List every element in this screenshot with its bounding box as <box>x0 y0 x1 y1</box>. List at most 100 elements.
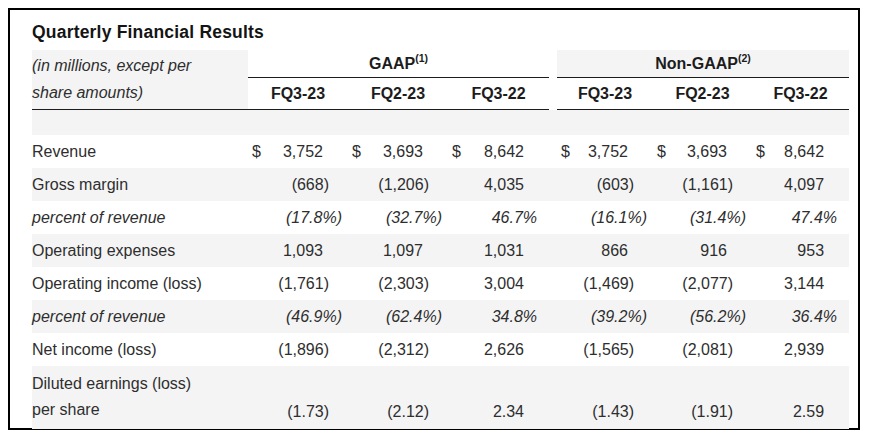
column-gap-cell <box>549 201 557 234</box>
value-cell: (32.7%) <box>348 201 448 234</box>
value-cell: (2.12) <box>348 366 448 429</box>
col-header-nongaap-fq3-22: FQ3-22 <box>752 78 849 110</box>
table-row-diluted-eps: Diluted earnings (loss) per share (1.73)… <box>32 366 849 429</box>
spacer-cell <box>32 110 248 135</box>
non-gaap-group-header: Non-GAAP(2) <box>557 50 849 78</box>
value-cell: 3,004 <box>448 267 549 300</box>
row-label: Net income (loss) <box>32 333 248 366</box>
value-cell: (46.9%) <box>248 300 348 333</box>
column-gap <box>549 78 557 110</box>
value-cell: 916 <box>653 234 752 267</box>
column-gap-cell <box>549 267 557 300</box>
financial-results-table: (in millions, except per share amounts) … <box>32 50 849 429</box>
value-cell: (603) <box>557 168 653 201</box>
dollar-sign: $ <box>348 143 361 161</box>
row-label: percent of revenue <box>32 201 248 234</box>
row-label-line1: Diluted earnings (loss) <box>32 371 248 397</box>
group-header-row: (in millions, except per share amounts) … <box>32 50 849 78</box>
table-frame: Quarterly Financial Results (in millions… <box>8 8 860 430</box>
value-cell: $3,752 <box>248 135 348 168</box>
col-header-gaap-fq3-22: FQ3-22 <box>448 78 549 110</box>
row-label: Operating expenses <box>32 234 248 267</box>
col-header-nongaap-fq3-23: FQ3-23 <box>557 78 653 110</box>
dollar-sign: $ <box>752 143 765 161</box>
value-cell: (1,469) <box>557 267 653 300</box>
column-gap-cell <box>549 333 557 366</box>
spacer-cell <box>549 110 557 135</box>
report-title: Quarterly Financial Results <box>32 19 858 45</box>
table-row-revenue: Revenue $3,752 $3,693 $8,642 $3,752 $3,6… <box>32 135 849 168</box>
row-label: percent of revenue <box>32 300 248 333</box>
value-cell: 2,939 <box>752 333 849 366</box>
value-cell: 1,031 <box>448 234 549 267</box>
value-cell: (17.8%) <box>248 201 348 234</box>
col-header-gaap-fq2-23: FQ2-23 <box>348 78 448 110</box>
non-gaap-label: Non-GAAP <box>655 56 738 73</box>
value-cell: (1,565) <box>557 333 653 366</box>
spacer-cell <box>653 110 752 135</box>
unit-note-line1: (in millions, except per <box>32 52 248 79</box>
row-label-line2: per share <box>32 397 248 423</box>
row-label: Revenue <box>32 135 248 168</box>
gaap-group-header: GAAP(1) <box>248 50 549 78</box>
col-header-gaap-fq3-23: FQ3-23 <box>248 78 348 110</box>
table-row-percent-of-revenue-operating: percent of revenue (46.9%) (62.4%) 34.8%… <box>32 300 849 333</box>
table-row-percent-of-revenue-gross: percent of revenue (17.8%) (32.7%) 46.7%… <box>32 201 849 234</box>
value-cell: (668) <box>248 168 348 201</box>
value-cell: (62.4%) <box>348 300 448 333</box>
unit-note-line2: share amounts) <box>32 79 248 106</box>
value-cell: (2,077) <box>653 267 752 300</box>
value-cell: (1,161) <box>653 168 752 201</box>
unit-note: (in millions, except per share amounts) <box>32 50 248 110</box>
value-cell: $3,752 <box>557 135 653 168</box>
screenshot-root: Quarterly Financial Results (in millions… <box>0 0 870 442</box>
value-cell: (1.43) <box>557 366 653 429</box>
col-header-nongaap-fq2-23: FQ2-23 <box>653 78 752 110</box>
value-cell: 953 <box>752 234 849 267</box>
gaap-label: GAAP <box>369 56 415 73</box>
group-gap <box>549 50 557 78</box>
value-cell: 34.8% <box>448 300 549 333</box>
table-row-gross-margin: Gross margin (668) (1,206) 4,035 (603) (… <box>32 168 849 201</box>
table-row-operating-income: Operating income (loss) (1,761) (2,303) … <box>32 267 849 300</box>
value-cell: 4,035 <box>448 168 549 201</box>
column-gap-cell <box>549 300 557 333</box>
value-cell: (39.2%) <box>557 300 653 333</box>
spacer-cell <box>448 110 549 135</box>
value-cell: 866 <box>557 234 653 267</box>
value-cell: 2.34 <box>448 366 549 429</box>
row-label: Diluted earnings (loss) per share <box>32 366 248 429</box>
value-cell: 47.4% <box>752 201 849 234</box>
value-cell: (2,303) <box>348 267 448 300</box>
spacer-cell <box>248 110 348 135</box>
value-cell: (2,081) <box>653 333 752 366</box>
table-row-operating-expenses: Operating expenses 1,093 1,097 1,031 866… <box>32 234 849 267</box>
column-gap-cell <box>549 366 557 429</box>
value-cell: 1,097 <box>348 234 448 267</box>
dollar-sign: $ <box>248 143 261 161</box>
value-cell: 46.7% <box>448 201 549 234</box>
spacer-row <box>32 110 849 135</box>
value-cell: (1,761) <box>248 267 348 300</box>
value-cell: 1,093 <box>248 234 348 267</box>
value-cell: (1,896) <box>248 333 348 366</box>
value-cell: 36.4% <box>752 300 849 333</box>
row-label: Gross margin <box>32 168 248 201</box>
dollar-sign: $ <box>557 143 570 161</box>
value-cell: $8,642 <box>448 135 549 168</box>
dollar-sign: $ <box>448 143 461 161</box>
spacer-cell <box>557 110 653 135</box>
value-cell: 4,097 <box>752 168 849 201</box>
value-cell: (56.2%) <box>653 300 752 333</box>
value-cell: $3,693 <box>653 135 752 168</box>
value-cell: (2,312) <box>348 333 448 366</box>
value-cell: (31.4%) <box>653 201 752 234</box>
value-cell: 2.59 <box>752 366 849 429</box>
table-row-net-income: Net income (loss) (1,896) (2,312) 2,626 … <box>32 333 849 366</box>
dollar-sign: $ <box>653 143 666 161</box>
column-gap-cell <box>549 234 557 267</box>
value-cell: (16.1%) <box>557 201 653 234</box>
spacer-cell <box>752 110 849 135</box>
value-cell: 2,626 <box>448 333 549 366</box>
non-gaap-footnote-marker: (2) <box>738 52 751 64</box>
